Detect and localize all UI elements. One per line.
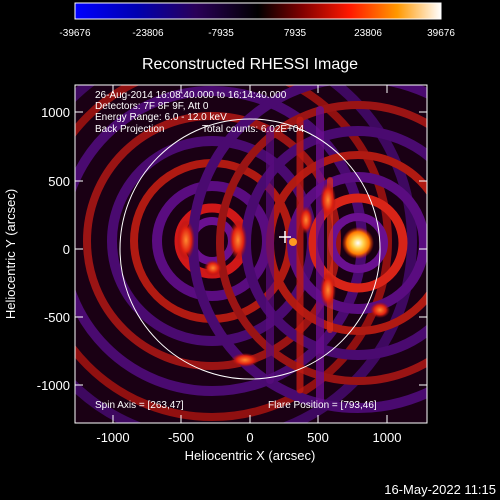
colorbar-tick-label: -7935 <box>208 28 234 39</box>
x-axis-label: Heliocentric X (arcsec) <box>185 448 316 463</box>
colorbar-tick-label: -39676 <box>59 28 91 39</box>
total-counts-text: Total counts: 6.02E+04 <box>202 124 304 135</box>
info-block: 26-Aug-2014 16:08:40.000 to 16:14:40.000… <box>95 90 304 135</box>
y-axis-ticks <box>75 111 427 386</box>
y-tick-label: -500 <box>44 310 70 325</box>
colorbar-tick-label: -23806 <box>132 28 164 39</box>
x-tick-label: 500 <box>307 430 329 445</box>
x-tick-labels: -1000 -500 0 500 1000 <box>96 430 401 445</box>
y-tick-label: 0 <box>63 242 70 257</box>
y-axis-label: Heliocentric Y (arcsec) <box>3 189 18 319</box>
x-tick-label: 0 <box>246 430 253 445</box>
colorbar-tick-label: 7935 <box>284 28 307 39</box>
y-tick-label: 500 <box>48 174 70 189</box>
energy-range-text: Energy Range: 6.0 - 12.0 keV <box>95 112 227 123</box>
flare-position-text: Flare Position = [793,46] <box>268 400 377 411</box>
solar-limb <box>119 118 381 380</box>
spin-axis-marker <box>279 231 291 243</box>
plot-title: Reconstructed RHESSI Image <box>142 56 358 73</box>
detectors-text: Detectors: 7F 8F 9F, Att 0 <box>95 101 209 112</box>
x-tick-label: -1000 <box>96 430 129 445</box>
y-tick-label: -1000 <box>37 378 70 393</box>
y-tick-label: 1000 <box>41 105 70 120</box>
colorbar-ticks: -39676 -23806 -7935 7935 23806 39676 <box>59 28 455 39</box>
colorbar-tick-label: 23806 <box>354 28 382 39</box>
method-text: Back Projection <box>95 124 164 135</box>
x-tick-label: 1000 <box>373 430 402 445</box>
x-axis-ticks <box>112 85 388 423</box>
flare-source <box>342 227 374 259</box>
footer-timestamp: 16-May-2022 11:15 <box>384 482 496 497</box>
y-tick-labels: 1000 500 0 -500 -1000 <box>37 105 70 393</box>
image-map <box>75 85 427 423</box>
colorbar-tick-label: 39676 <box>427 28 455 39</box>
colorbar <box>74 2 442 20</box>
time-range-text: 26-Aug-2014 16:08:40.000 to 16:14:40.000 <box>95 90 287 101</box>
spin-axis-text: Spin Axis = [263,47] <box>95 400 184 411</box>
x-tick-label: -500 <box>168 430 194 445</box>
plot-frame <box>74 84 428 424</box>
